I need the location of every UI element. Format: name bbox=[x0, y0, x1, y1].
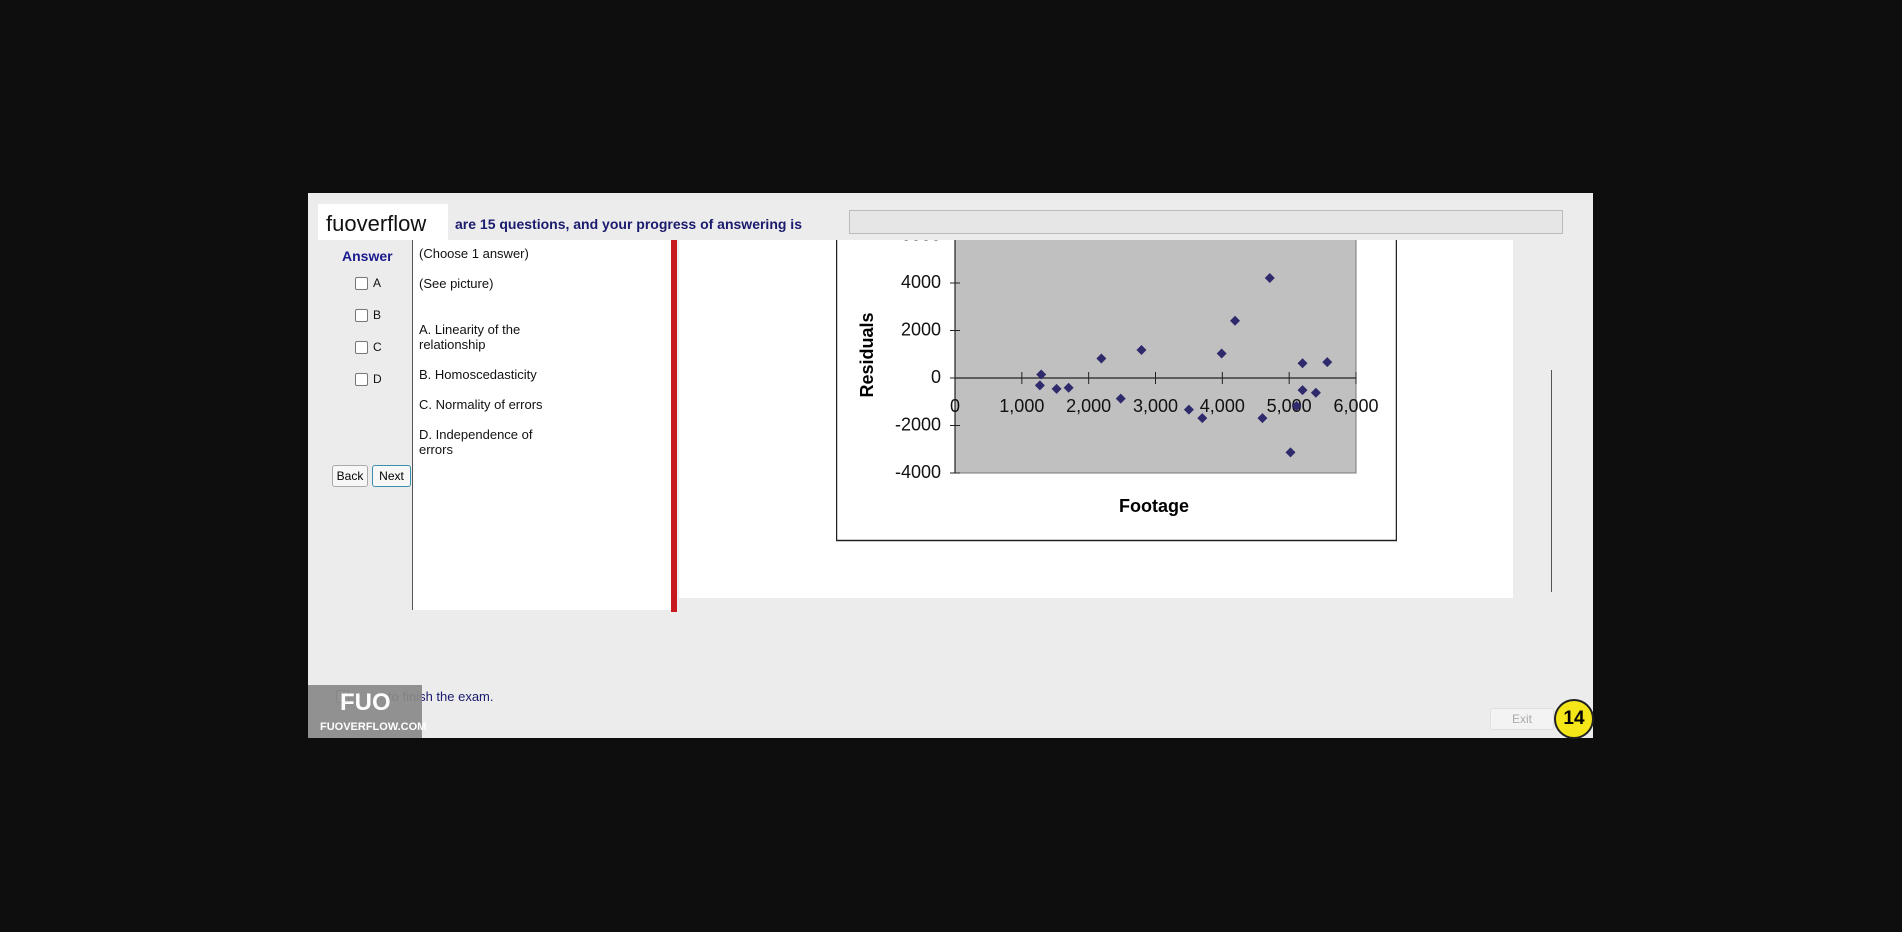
progress-text: are 15 questions, and your progress of a… bbox=[455, 216, 802, 232]
y-tick-label: 4000 bbox=[901, 272, 941, 292]
logo-mark: FUO bbox=[340, 689, 391, 716]
point bbox=[1183, 404, 1194, 415]
instruction: (Choose 1 answer) bbox=[419, 246, 529, 261]
point bbox=[1115, 393, 1126, 404]
question-panel bbox=[412, 240, 672, 610]
x-axis-title: Footage bbox=[1119, 496, 1189, 516]
point bbox=[1063, 382, 1074, 393]
progress-bar bbox=[849, 210, 1563, 234]
watermark-logo: FUO FUOVERFLOW.COM bbox=[308, 685, 426, 738]
x-tick-label: 2,000 bbox=[1066, 396, 1111, 416]
point bbox=[1036, 369, 1047, 380]
point bbox=[1264, 273, 1275, 284]
x-tick-label: 6,000 bbox=[1333, 396, 1378, 416]
y-axis-title: Residuals bbox=[857, 312, 877, 397]
point bbox=[1322, 357, 1333, 368]
prompt: (See picture) bbox=[419, 276, 494, 291]
option-checkbox[interactable] bbox=[355, 277, 368, 290]
option-checkbox[interactable] bbox=[355, 373, 368, 386]
y-tick-label: -4000 bbox=[895, 462, 941, 482]
x-tick-label: 0 bbox=[950, 396, 960, 416]
y-tick-label: 0 bbox=[931, 367, 941, 387]
splitter[interactable] bbox=[671, 240, 677, 612]
choice: B. Homoscedasticity bbox=[419, 367, 537, 382]
x-tick-label: 3,000 bbox=[1133, 396, 1178, 416]
choice: C. Normality of errors bbox=[419, 397, 543, 412]
choice: A. Linearity of the relationship bbox=[419, 322, 521, 352]
point bbox=[1096, 353, 1107, 364]
point bbox=[1197, 413, 1208, 424]
logo-box: fuoverflow bbox=[318, 204, 448, 240]
scrollbar[interactable] bbox=[1551, 370, 1552, 592]
choice: D. Independence of errors bbox=[419, 427, 533, 457]
point bbox=[1297, 385, 1308, 396]
point bbox=[1297, 358, 1308, 369]
chart: Residuals Footage -4000 -2000 0 2000 4000 600… bbox=[836, 240, 1397, 542]
x-tick-label: 4,000 bbox=[1200, 396, 1245, 416]
point bbox=[1310, 387, 1321, 398]
exit-button[interactable]: Exit bbox=[1490, 708, 1554, 730]
page-badge: 14 bbox=[1554, 699, 1594, 739]
point bbox=[1034, 380, 1045, 391]
point bbox=[1136, 344, 1147, 355]
x-tick-label: 1,000 bbox=[999, 396, 1044, 416]
back-button[interactable]: Back bbox=[332, 465, 368, 487]
option-checkbox[interactable] bbox=[355, 341, 368, 354]
point bbox=[1051, 383, 1062, 394]
point bbox=[1291, 401, 1302, 412]
option-label: B bbox=[373, 308, 382, 322]
option-label: C bbox=[373, 340, 382, 354]
option-label: D bbox=[373, 372, 382, 386]
point bbox=[1257, 413, 1268, 424]
point bbox=[1216, 348, 1227, 359]
plot-area bbox=[954, 240, 1357, 474]
option-label: A bbox=[373, 276, 382, 290]
option-checkbox[interactable] bbox=[355, 309, 368, 322]
point bbox=[1230, 315, 1241, 326]
next-button[interactable]: Next bbox=[372, 465, 411, 487]
y-tick-label: -2000 bbox=[895, 414, 941, 434]
logo-site: FUOVERFLOW.COM bbox=[320, 721, 427, 733]
point bbox=[1285, 447, 1296, 458]
y-tick-label: 6000 bbox=[901, 240, 941, 244]
answer-title: Answer bbox=[342, 248, 393, 264]
logo-text: fuoverflow bbox=[326, 211, 427, 236]
x-tick-label: 5,000 bbox=[1267, 396, 1312, 416]
y-tick-label: 2000 bbox=[901, 319, 941, 339]
